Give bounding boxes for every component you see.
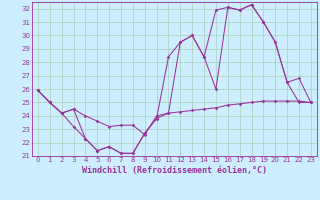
X-axis label: Windchill (Refroidissement éolien,°C): Windchill (Refroidissement éolien,°C) — [82, 166, 267, 175]
